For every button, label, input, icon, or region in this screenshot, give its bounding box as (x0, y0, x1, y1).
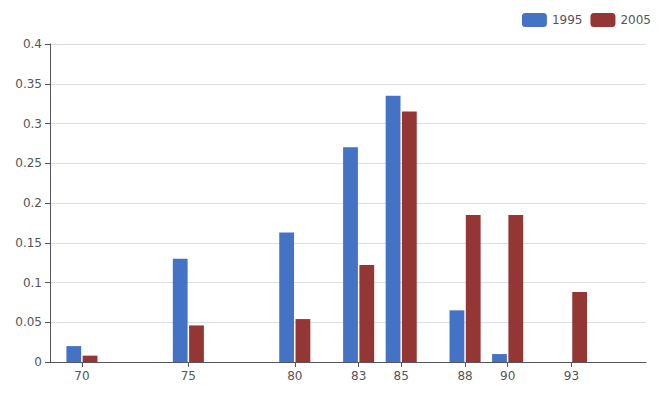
svg-text:90: 90 (500, 369, 515, 383)
svg-text:88: 88 (457, 369, 472, 383)
svg-text:0.05: 0.05 (15, 315, 42, 329)
svg-text:93: 93 (564, 369, 579, 383)
svg-text:70: 70 (74, 369, 89, 383)
svg-text:0.2: 0.2 (23, 196, 42, 210)
svg-text:0.35: 0.35 (15, 77, 42, 91)
svg-text:75: 75 (181, 369, 196, 383)
svg-text:1995: 1995 (552, 13, 583, 27)
svg-text:0.25: 0.25 (15, 156, 42, 170)
svg-text:0.4: 0.4 (23, 37, 42, 51)
svg-text:0.3: 0.3 (23, 117, 42, 131)
svg-text:85: 85 (394, 369, 409, 383)
svg-text:0.15: 0.15 (15, 236, 42, 250)
svg-text:80: 80 (287, 369, 302, 383)
svg-text:83: 83 (351, 369, 366, 383)
svg-text:0: 0 (34, 355, 42, 369)
svg-text:0.1: 0.1 (23, 276, 42, 290)
svg-text:2005: 2005 (620, 13, 651, 27)
